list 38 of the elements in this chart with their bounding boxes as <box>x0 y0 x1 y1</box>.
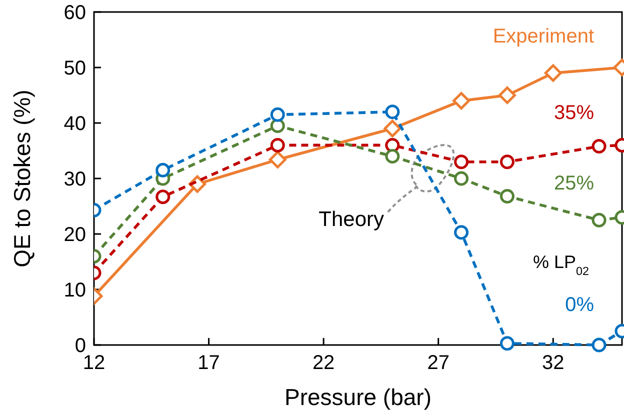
series-label: Experiment <box>492 26 594 48</box>
series-label: 25% <box>554 172 594 194</box>
point <box>500 154 514 170</box>
point <box>454 154 469 170</box>
x-tick-label: 27 <box>427 352 450 374</box>
x-tick-label: 32 <box>542 352 564 374</box>
point <box>592 139 606 154</box>
annotation: Theory <box>318 208 384 231</box>
point <box>452 92 470 110</box>
series-label: 0% <box>565 294 594 316</box>
y-tick-label: 10 <box>64 280 86 302</box>
point <box>385 104 400 120</box>
point <box>498 86 516 104</box>
x-tick-label: 17 <box>198 352 220 374</box>
point <box>270 138 285 152</box>
x-axis-title: Pressure (bar) <box>284 384 432 410</box>
y-axis-title: QE to Stokes (%) <box>9 90 35 268</box>
point <box>385 149 400 164</box>
point <box>592 212 606 228</box>
series-label: 35% <box>554 102 594 124</box>
point <box>454 225 469 240</box>
annotation: % LP$_{02}$ <box>533 252 590 278</box>
point <box>500 189 514 204</box>
point <box>454 171 469 186</box>
y-tick-label: 20 <box>64 224 86 246</box>
y-tick-label: 40 <box>64 113 86 135</box>
point <box>592 338 606 352</box>
y-tick-label: 30 <box>64 168 86 190</box>
point <box>500 336 514 351</box>
point <box>268 150 286 168</box>
point <box>270 107 285 122</box>
y-tick-label: 60 <box>64 2 86 24</box>
point <box>384 120 402 138</box>
x-tick-label: 22 <box>312 352 335 374</box>
point <box>156 190 170 204</box>
y-tick-label: 50 <box>64 58 86 80</box>
point <box>544 64 562 82</box>
point <box>156 162 170 178</box>
